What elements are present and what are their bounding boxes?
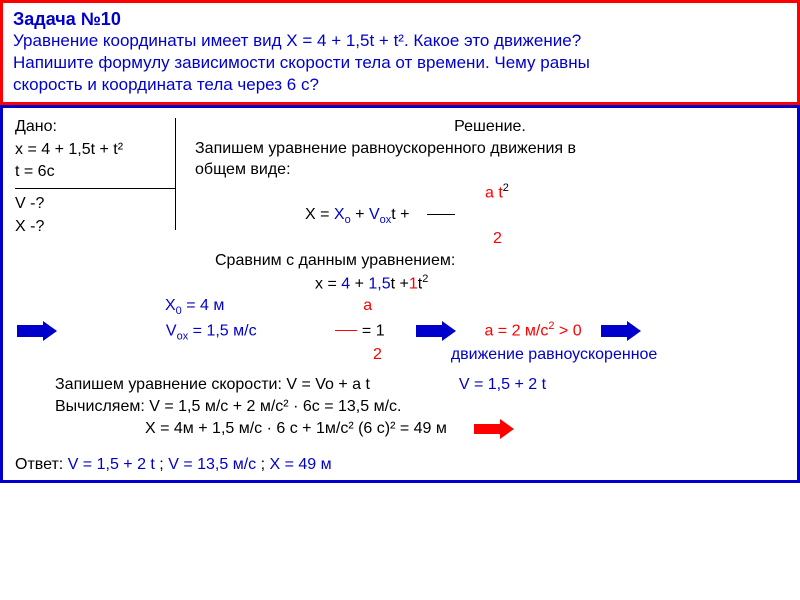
sol-general-eq: X = Xo + Voxt + bbox=[305, 204, 785, 228]
vox-sub: ox bbox=[177, 330, 189, 342]
vel-eq-result: V = 1,5 + 2 t bbox=[459, 376, 546, 393]
x0-lbl: X bbox=[165, 297, 176, 314]
calc-x: X = 4м + 1,5 м/с · 6 с + 1м/с² (6 с)² = … bbox=[145, 420, 447, 437]
solution-body: Решение. Запишем уравнение равноускоренн… bbox=[15, 116, 785, 475]
frac-eq1: = 1 bbox=[357, 322, 384, 339]
cmp-4: 4 bbox=[341, 275, 350, 292]
answer-v1: V = 1,5 + 2 t bbox=[68, 456, 155, 473]
eq-x0: X bbox=[334, 206, 345, 223]
frac-line-2 bbox=[335, 330, 357, 331]
x0-val: = 4 м bbox=[182, 297, 225, 314]
answer-sep2: ; bbox=[256, 456, 269, 473]
answer-v2: V = 13,5 м/с bbox=[168, 456, 256, 473]
problem-line-3: скорость и координата тела через 6 с? bbox=[13, 74, 787, 96]
sol-vox-row: Vox = 1,5 м/с = 1 a = 2 м/с2 > 0 bbox=[15, 319, 785, 344]
sol-denom-motion: 2 движение равноускоренное bbox=[373, 344, 785, 366]
arrow-red-icon bbox=[472, 419, 516, 439]
sol-calc-x: X = 4м + 1,5 м/с · 6 с + 1м/с² (6 с)² = … bbox=[145, 418, 785, 440]
arrow-icon-2 bbox=[414, 321, 458, 341]
a-lbl-2: a bbox=[363, 297, 372, 314]
eq-v: V bbox=[369, 206, 380, 223]
denom-2: 2 bbox=[493, 230, 502, 247]
cmp-sup: 2 bbox=[422, 273, 428, 285]
answer-sep1: ; bbox=[155, 456, 168, 473]
arrow-icon bbox=[15, 321, 59, 341]
problem-title: Задача №10 bbox=[13, 9, 787, 30]
arrow-icon-3 bbox=[599, 321, 643, 341]
motion-text: движение равноускоренное bbox=[451, 346, 658, 363]
answer-row: Ответ: V = 1,5 + 2 t ; V = 13,5 м/с ; X … bbox=[15, 454, 785, 476]
problem-box: Задача №10 Уравнение координаты имеет ви… bbox=[0, 0, 800, 105]
frac-line-1 bbox=[427, 214, 455, 215]
eq-v-sub: ox bbox=[380, 214, 392, 226]
answer-x: X = 49 м bbox=[269, 456, 331, 473]
sol-at2: a t2 bbox=[485, 181, 785, 204]
problem-line-2: Напишите формулу зависимости скорости те… bbox=[13, 52, 787, 74]
vox-val: = 1,5 м/с bbox=[188, 322, 256, 339]
cmp-plus1: + bbox=[350, 275, 368, 292]
eq-t: t + bbox=[391, 206, 414, 223]
denom-2b: 2 bbox=[373, 346, 382, 363]
t2-sup: 2 bbox=[503, 182, 509, 194]
page: Задача №10 Уравнение координаты имеет ви… bbox=[0, 0, 800, 600]
sol-denom-2: 2 bbox=[493, 228, 785, 250]
cmp-tplus: t + bbox=[391, 275, 409, 292]
a-label: a t bbox=[485, 184, 503, 201]
a-val: a = 2 м/с bbox=[484, 322, 548, 339]
sol-s1: Запишем уравнение равноускоренного движе… bbox=[195, 138, 785, 160]
answer-label: Ответ: bbox=[15, 456, 68, 473]
sol-vel-eq: Запишем уравнение скорости: V = Vo + a t… bbox=[55, 374, 785, 396]
eq-plus1: + bbox=[351, 206, 369, 223]
sol-x0-row: X0 = 4 м a bbox=[165, 295, 785, 319]
cmp-1-5: 1,5 bbox=[368, 275, 390, 292]
sol-calc-v: Вычисляем: V = 1,5 м/с + 2 м/с² · 6с = 1… bbox=[55, 396, 785, 418]
vox-lbl: V bbox=[166, 322, 177, 339]
vel-eq: Запишем уравнение скорости: V = Vo + a t bbox=[55, 376, 370, 393]
sol-s5: Сравним с данным уравнением: bbox=[215, 250, 785, 272]
solution-box: Дано: x = 4 + 1,5t + t² t = 6c V -? X -?… bbox=[0, 105, 800, 482]
sol-compare-eq: x = 4 + 1,5t +1t2 bbox=[315, 272, 785, 295]
a-gt: > 0 bbox=[554, 322, 581, 339]
problem-line-1: Уравнение координаты имеет вид X = 4 + 1… bbox=[13, 30, 787, 52]
cmp-1: 1 bbox=[409, 275, 418, 292]
cmp-pre: x = bbox=[315, 275, 341, 292]
eq-pre: X = bbox=[305, 206, 334, 223]
sol-s2: общем виде: bbox=[195, 159, 785, 181]
solution-title: Решение. bbox=[195, 116, 785, 138]
